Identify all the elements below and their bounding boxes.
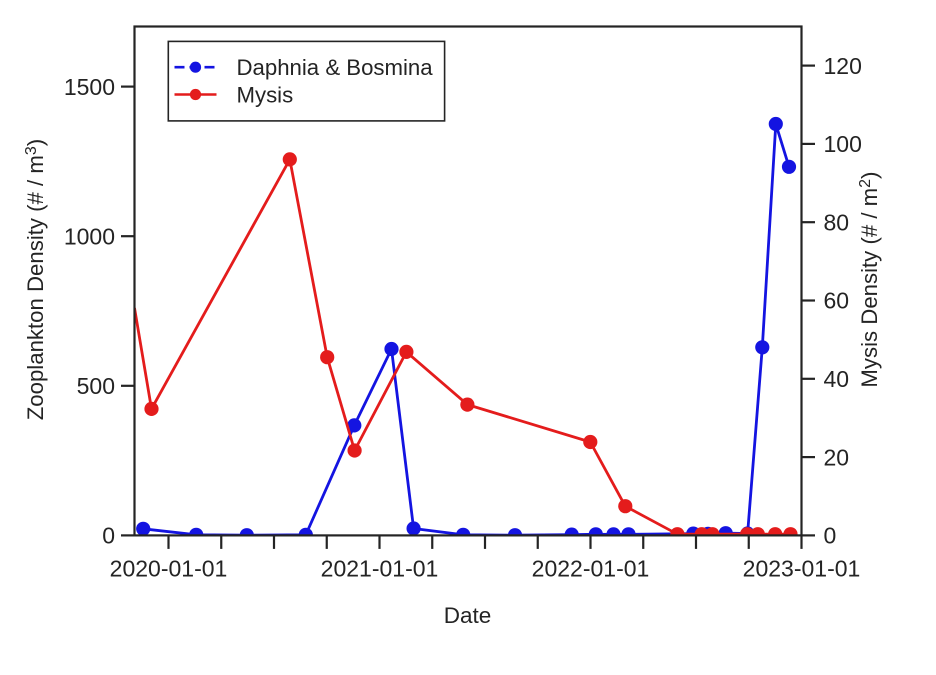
svg-text:20: 20 bbox=[824, 444, 850, 470]
svg-text:1500: 1500 bbox=[64, 74, 115, 100]
svg-text:100: 100 bbox=[824, 131, 862, 157]
svg-text:0: 0 bbox=[824, 523, 837, 549]
svg-text:2021-01-01: 2021-01-01 bbox=[321, 556, 439, 582]
svg-text:60: 60 bbox=[824, 288, 850, 314]
svg-text:Daphnia & Bosmina: Daphnia & Bosmina bbox=[237, 55, 434, 80]
svg-text:2023-01-01: 2023-01-01 bbox=[743, 556, 861, 582]
svg-text:0: 0 bbox=[102, 523, 115, 549]
svg-text:1000: 1000 bbox=[64, 223, 115, 249]
svg-text:500: 500 bbox=[77, 373, 115, 399]
svg-text:80: 80 bbox=[824, 209, 850, 235]
svg-text:Mysis: Mysis bbox=[237, 83, 294, 108]
svg-text:2020-01-01: 2020-01-01 bbox=[110, 556, 228, 582]
svg-text:Zooplankton Density (# / m3): Zooplankton Density (# / m3) bbox=[23, 139, 48, 421]
svg-text:Date: Date bbox=[444, 603, 492, 628]
svg-text:2022-01-01: 2022-01-01 bbox=[532, 556, 650, 582]
svg-text:40: 40 bbox=[824, 366, 850, 392]
svg-text:120: 120 bbox=[824, 53, 862, 79]
svg-text:Mysis Density (# / m2): Mysis Density (# / m2) bbox=[857, 171, 882, 387]
